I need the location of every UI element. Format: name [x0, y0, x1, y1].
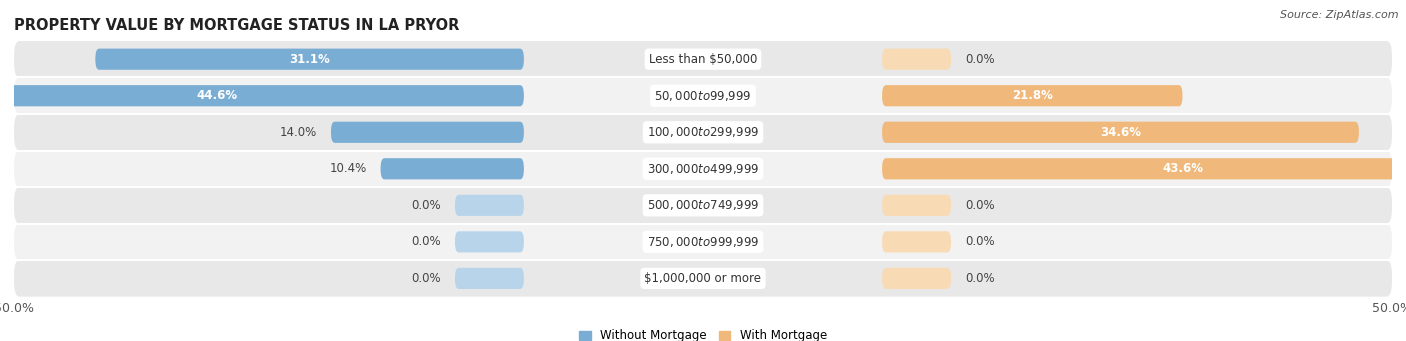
Text: 44.6%: 44.6% — [195, 89, 238, 102]
FancyBboxPatch shape — [456, 231, 524, 252]
FancyBboxPatch shape — [96, 49, 524, 70]
FancyBboxPatch shape — [14, 260, 1392, 297]
Text: $750,000 to $999,999: $750,000 to $999,999 — [647, 235, 759, 249]
FancyBboxPatch shape — [882, 158, 1406, 179]
Text: 0.0%: 0.0% — [965, 53, 994, 66]
FancyBboxPatch shape — [14, 77, 1392, 114]
Text: 43.6%: 43.6% — [1161, 162, 1204, 175]
Text: 0.0%: 0.0% — [412, 235, 441, 248]
FancyBboxPatch shape — [14, 187, 1392, 224]
Text: 0.0%: 0.0% — [965, 199, 994, 212]
Text: $1,000,000 or more: $1,000,000 or more — [644, 272, 762, 285]
FancyBboxPatch shape — [882, 122, 1358, 143]
Text: 10.4%: 10.4% — [329, 162, 367, 175]
Text: Source: ZipAtlas.com: Source: ZipAtlas.com — [1281, 10, 1399, 20]
Legend: Without Mortgage, With Mortgage: Without Mortgage, With Mortgage — [574, 325, 832, 341]
FancyBboxPatch shape — [330, 122, 524, 143]
FancyBboxPatch shape — [381, 158, 524, 179]
Text: PROPERTY VALUE BY MORTGAGE STATUS IN LA PRYOR: PROPERTY VALUE BY MORTGAGE STATUS IN LA … — [14, 18, 460, 33]
FancyBboxPatch shape — [14, 150, 1392, 187]
FancyBboxPatch shape — [882, 231, 950, 252]
FancyBboxPatch shape — [456, 195, 524, 216]
Text: 34.6%: 34.6% — [1099, 126, 1142, 139]
FancyBboxPatch shape — [882, 49, 950, 70]
Text: $500,000 to $749,999: $500,000 to $749,999 — [647, 198, 759, 212]
Text: Less than $50,000: Less than $50,000 — [648, 53, 758, 66]
Text: 31.1%: 31.1% — [290, 53, 330, 66]
Text: 0.0%: 0.0% — [965, 272, 994, 285]
FancyBboxPatch shape — [882, 195, 950, 216]
FancyBboxPatch shape — [882, 268, 950, 289]
FancyBboxPatch shape — [14, 41, 1392, 77]
Text: $300,000 to $499,999: $300,000 to $499,999 — [647, 162, 759, 176]
Text: 0.0%: 0.0% — [965, 235, 994, 248]
FancyBboxPatch shape — [0, 85, 524, 106]
FancyBboxPatch shape — [882, 85, 1182, 106]
Text: 0.0%: 0.0% — [412, 272, 441, 285]
Text: 14.0%: 14.0% — [280, 126, 318, 139]
Text: 21.8%: 21.8% — [1012, 89, 1053, 102]
Text: $100,000 to $299,999: $100,000 to $299,999 — [647, 125, 759, 139]
Text: $50,000 to $99,999: $50,000 to $99,999 — [654, 89, 752, 103]
Text: 0.0%: 0.0% — [412, 199, 441, 212]
FancyBboxPatch shape — [14, 224, 1392, 260]
FancyBboxPatch shape — [14, 114, 1392, 150]
FancyBboxPatch shape — [456, 268, 524, 289]
